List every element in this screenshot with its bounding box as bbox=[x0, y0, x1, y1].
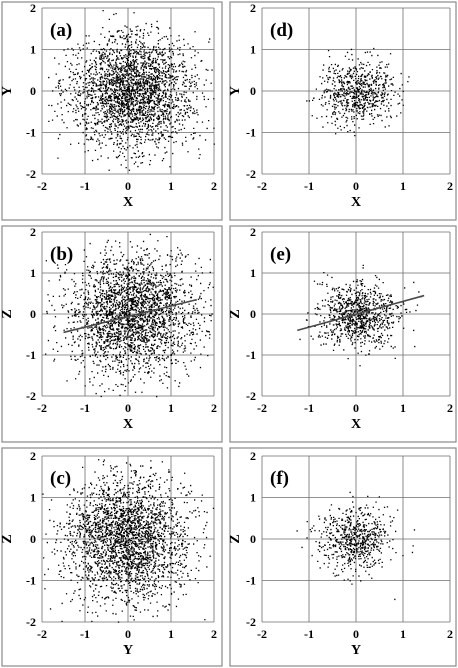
y-tick-label: 2 bbox=[30, 449, 36, 463]
panel-label-background bbox=[268, 242, 302, 264]
x-tick-label: -2 bbox=[37, 627, 47, 641]
x-tick-label: -2 bbox=[257, 179, 267, 193]
scatter-points bbox=[296, 491, 416, 601]
y-tick-label: -1 bbox=[246, 348, 256, 362]
y-tick-label: 1 bbox=[30, 491, 36, 505]
y-tick-label: 2 bbox=[30, 1, 36, 15]
panel-frame bbox=[229, 225, 457, 443]
x-tick-label: 1 bbox=[168, 179, 174, 193]
y-tick-label: 1 bbox=[250, 491, 256, 505]
x-axis-label: X bbox=[123, 417, 133, 432]
panel-b: -2 -1 0 1 2 -2 -1 0 1 2 X Z (b) bbox=[0, 225, 223, 443]
y-tick-label: 1 bbox=[30, 266, 36, 280]
x-tick-label: 2 bbox=[211, 401, 217, 415]
y-tick-label: 0 bbox=[250, 307, 256, 321]
panel-label: (e) bbox=[270, 244, 291, 265]
y-tick-label: 0 bbox=[30, 84, 36, 98]
x-tick-label: 1 bbox=[168, 627, 174, 641]
panel-frame bbox=[229, 1, 457, 221]
scatter-points bbox=[306, 47, 410, 137]
x-tick-label: 0 bbox=[125, 401, 131, 415]
y-tick-label: 0 bbox=[30, 532, 36, 546]
x-tick-label: 2 bbox=[211, 179, 217, 193]
y-axis-label: Y bbox=[0, 86, 15, 96]
panel-label: (d) bbox=[270, 20, 293, 41]
y-tick-label: -2 bbox=[26, 615, 36, 629]
y-axis-label: Z bbox=[0, 534, 15, 543]
y-tick-label: -2 bbox=[246, 389, 256, 403]
y-axis-label: Z bbox=[0, 309, 15, 318]
x-tick-label: 2 bbox=[211, 627, 217, 641]
panel-label-background bbox=[48, 466, 82, 488]
y-tick-label: -1 bbox=[26, 574, 36, 588]
panel-label: (f) bbox=[270, 468, 289, 489]
x-tick-label: 2 bbox=[447, 179, 453, 193]
x-tick-label: -1 bbox=[80, 179, 90, 193]
y-tick-label: 0 bbox=[30, 307, 36, 321]
scatter-points bbox=[48, 10, 215, 171]
panel-label-background bbox=[48, 18, 82, 40]
y-tick-label: 2 bbox=[30, 225, 36, 239]
x-tick-label: 1 bbox=[400, 179, 406, 193]
y-tick-label: 1 bbox=[250, 43, 256, 57]
x-axis-label: Y bbox=[351, 643, 361, 658]
y-tick-label: 2 bbox=[250, 449, 256, 463]
panel-label-background bbox=[268, 18, 302, 40]
x-tick-label: -2 bbox=[257, 627, 267, 641]
x-tick-label: 0 bbox=[353, 627, 359, 641]
x-tick-label: 0 bbox=[125, 179, 131, 193]
y-tick-label: 0 bbox=[250, 84, 256, 98]
y-tick-label: 1 bbox=[250, 266, 256, 280]
trend-line bbox=[297, 294, 425, 332]
panel-a: -2 -1 0 1 2 -2 -1 0 1 2 X Y (a) bbox=[0, 1, 223, 221]
panel-label-background bbox=[48, 242, 82, 264]
x-tick-label: -1 bbox=[304, 179, 314, 193]
y-tick-label: 2 bbox=[250, 225, 256, 239]
x-tick-label: -1 bbox=[304, 401, 314, 415]
trend-line bbox=[63, 298, 197, 334]
panel-d: -2 -1 0 1 2 -2 -1 0 1 2 X Y (d) bbox=[228, 1, 457, 221]
panel-label: (a) bbox=[50, 20, 72, 41]
panel-label-background bbox=[268, 466, 302, 488]
panel-e: -2 -1 0 1 2 -2 -1 0 1 2 X Z (e) bbox=[228, 225, 457, 443]
x-tick-label: 0 bbox=[125, 627, 131, 641]
y-tick-label: -1 bbox=[26, 126, 36, 140]
panel-f: -2 -1 0 1 2 -2 -1 0 1 2 Y Z (f) bbox=[228, 447, 457, 667]
x-tick-label: -1 bbox=[304, 627, 314, 641]
y-tick-label: -1 bbox=[246, 126, 256, 140]
x-tick-label: 1 bbox=[400, 627, 406, 641]
y-tick-label: 1 bbox=[30, 43, 36, 57]
x-tick-label: 1 bbox=[400, 401, 406, 415]
y-tick-label: -1 bbox=[26, 348, 36, 362]
scatter-points bbox=[299, 264, 423, 367]
y-tick-label: -2 bbox=[246, 167, 256, 181]
x-tick-label: -1 bbox=[80, 627, 90, 641]
y-tick-label: 2 bbox=[250, 1, 256, 15]
panel-label: (b) bbox=[50, 244, 73, 265]
x-axis-label: Y bbox=[123, 643, 133, 658]
panel-c: -2 -1 0 1 2 -2 -1 0 1 2 Y Z (c) bbox=[0, 447, 223, 667]
x-tick-label: 1 bbox=[168, 401, 174, 415]
x-tick-label: 0 bbox=[353, 179, 359, 193]
x-axis-label: X bbox=[351, 417, 361, 432]
y-axis-label: Z bbox=[228, 309, 243, 318]
x-axis-label: X bbox=[123, 195, 133, 210]
x-axis-label: X bbox=[351, 195, 361, 210]
y-tick-label: 0 bbox=[250, 532, 256, 546]
y-tick-label: -2 bbox=[26, 389, 36, 403]
y-axis-label: Y bbox=[228, 86, 243, 96]
y-tick-label: -2 bbox=[26, 167, 36, 181]
x-tick-label: 2 bbox=[447, 627, 453, 641]
y-tick-label: -2 bbox=[246, 615, 256, 629]
x-tick-label: -2 bbox=[37, 179, 47, 193]
x-tick-label: 0 bbox=[353, 401, 359, 415]
x-tick-label: -2 bbox=[257, 401, 267, 415]
y-axis-label: Z bbox=[228, 534, 243, 543]
panel-label: (c) bbox=[50, 468, 71, 489]
y-tick-label: -1 bbox=[246, 574, 256, 588]
x-tick-label: 2 bbox=[447, 401, 453, 415]
x-tick-label: -1 bbox=[80, 401, 90, 415]
x-tick-label: -2 bbox=[37, 401, 47, 415]
